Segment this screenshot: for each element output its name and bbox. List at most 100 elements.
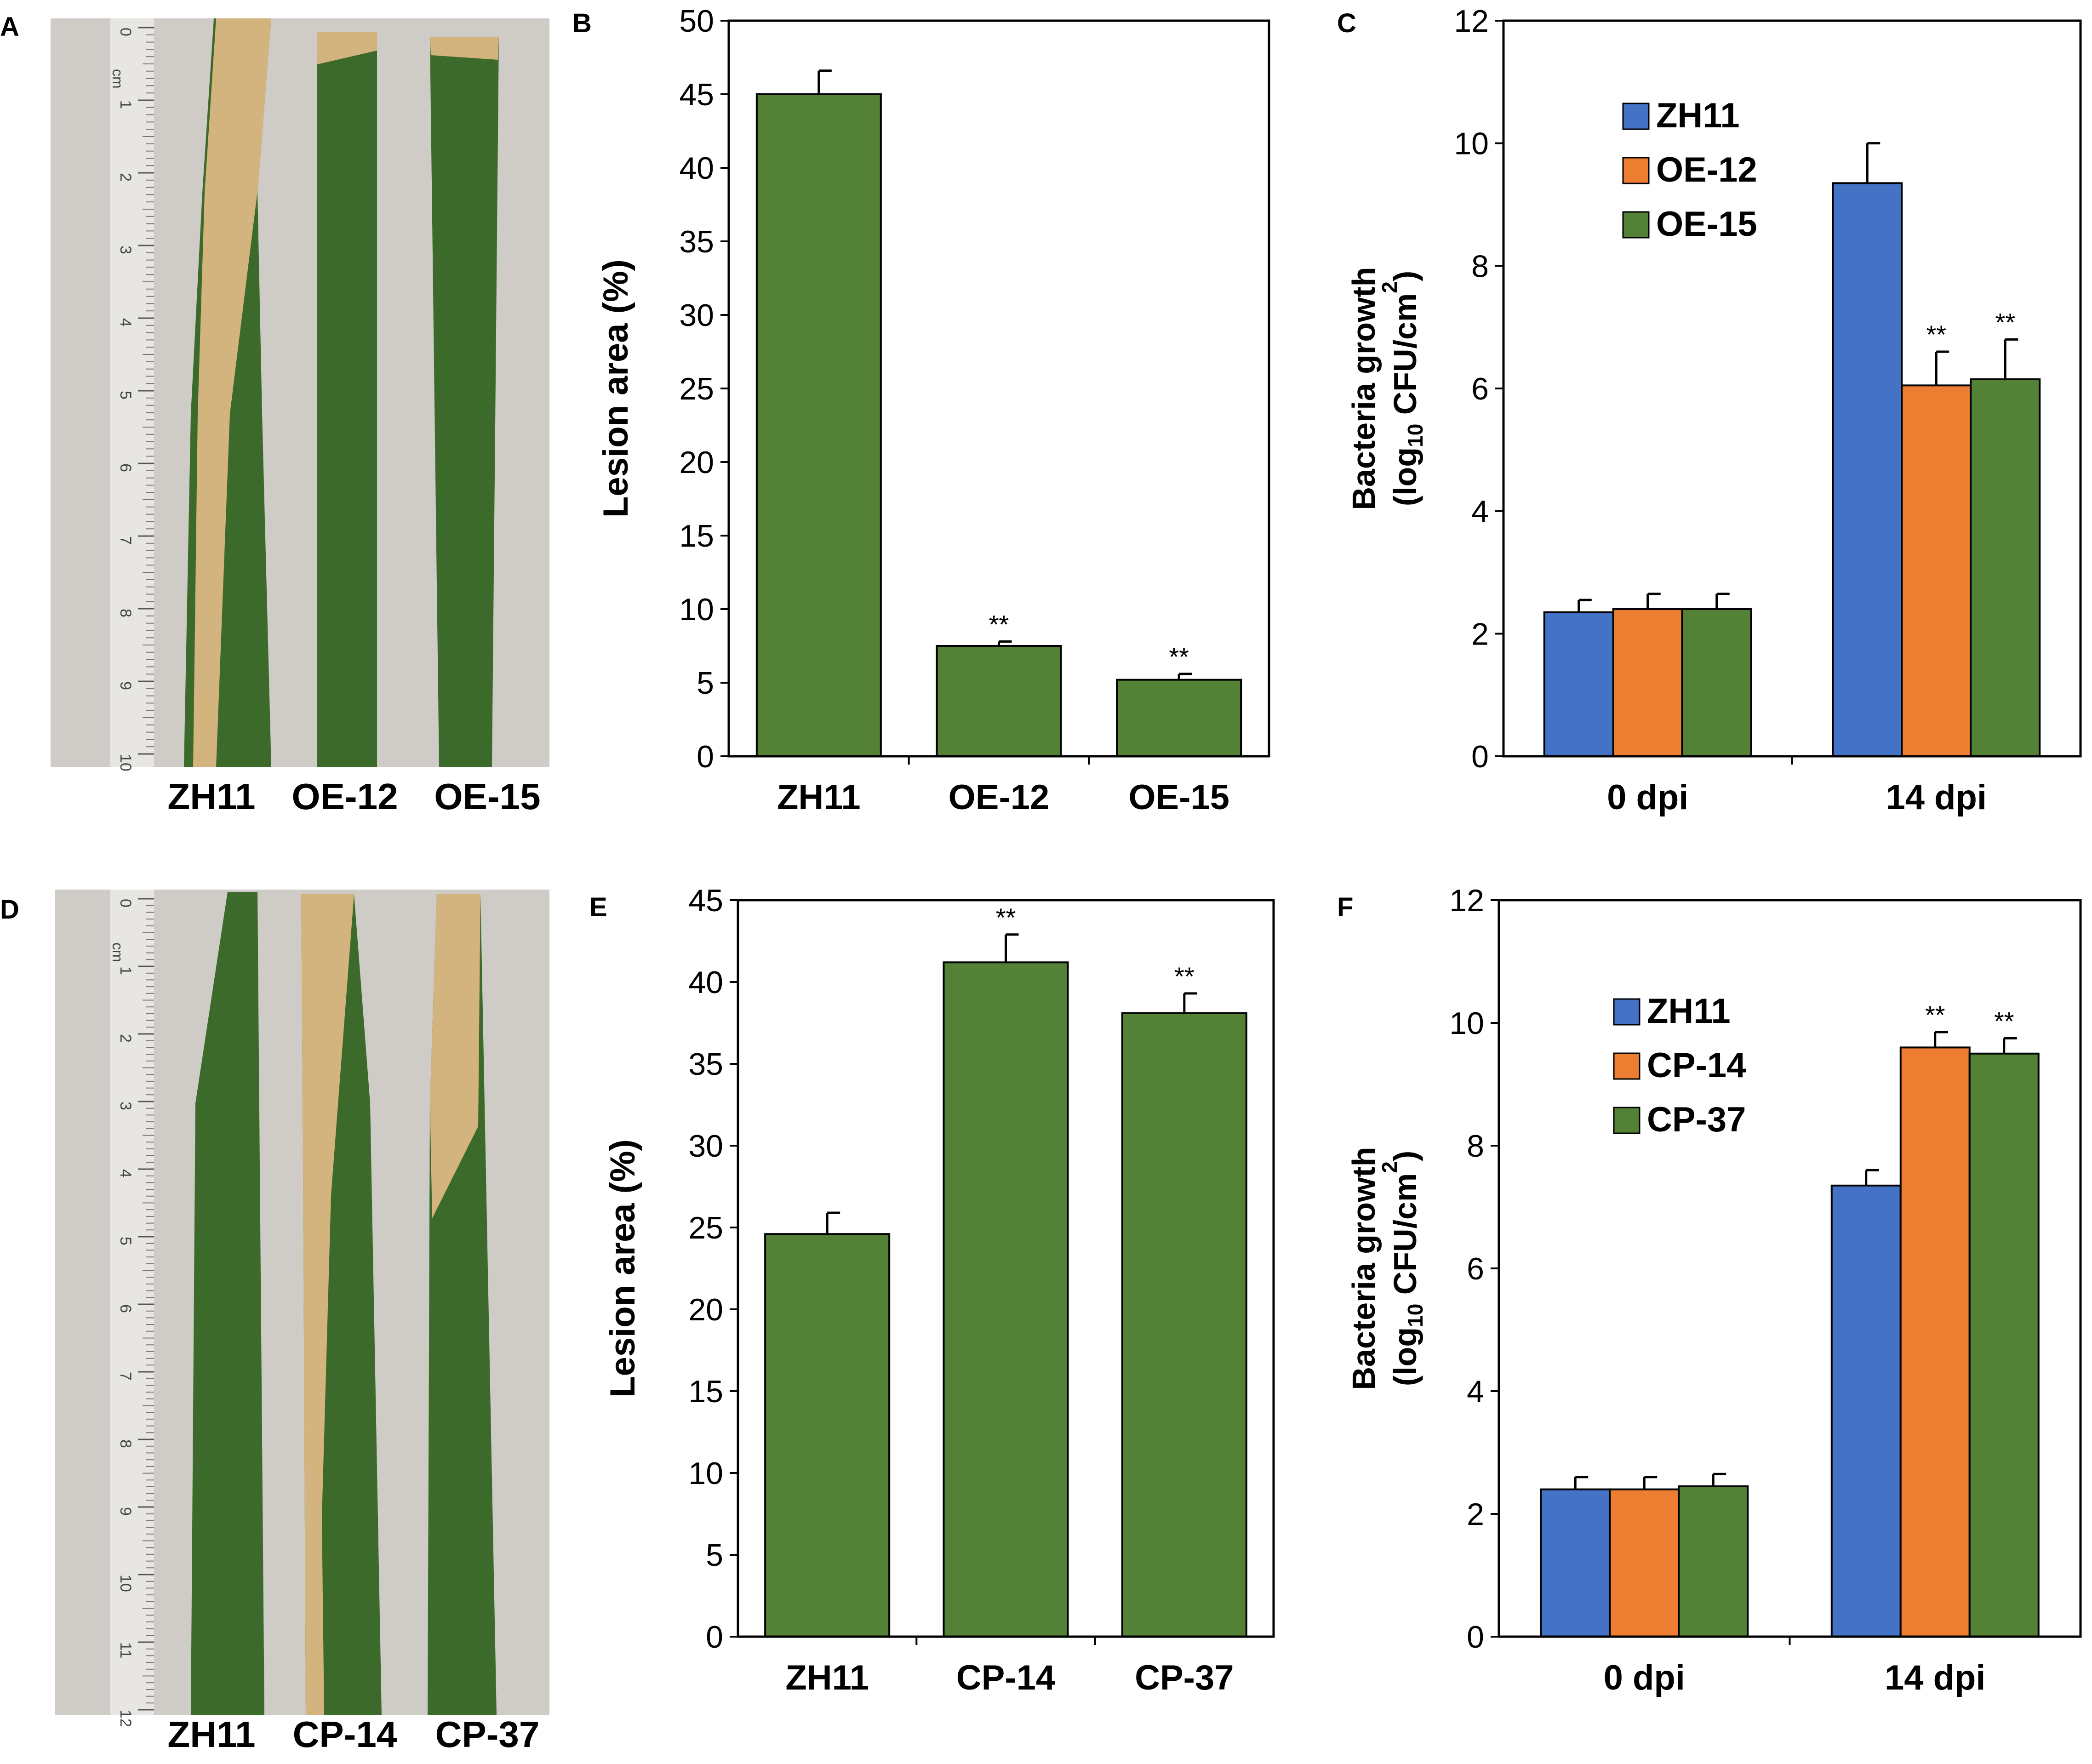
ruler-unit: cm xyxy=(109,942,126,962)
y-tick-label: 45 xyxy=(688,883,723,918)
bar xyxy=(1116,679,1242,757)
y-tick-label: 45 xyxy=(679,77,714,112)
y-tick-label: 2 xyxy=(1467,1497,1484,1532)
y-tick-label: 12 xyxy=(1449,883,1484,918)
y-tick-label: 0 xyxy=(1471,739,1489,774)
ruler-tick-label: 11 xyxy=(117,1642,134,1658)
photo-panel-a: 0 1 2 3 4 5 6 7 8 9 10 cm ZH11 OE-12 OE-15 xyxy=(51,18,549,817)
y-axis-label-part: 10 xyxy=(1403,1304,1427,1327)
significance-label: ** xyxy=(996,903,1016,932)
x-tick-label: 14 dpi xyxy=(1886,778,1987,817)
y-tick-label: 8 xyxy=(1467,1129,1484,1164)
ruler-tick-label: 5 xyxy=(117,1237,134,1245)
x-tick-label: OE-12 xyxy=(949,778,1050,817)
chart-lesion-area-oe: 0 5 10 15 20 25 30 35 40 45 50 ZH11 OE-12 OE-15 ** ** Le… xyxy=(596,4,1270,817)
legend-swatch xyxy=(1622,103,1650,130)
chart-lesion-area-cp: 0 5 10 15 20 25 30 35 40 45 ZH11 CP-14 CP-37 ** ** Lesi… xyxy=(603,883,1275,1697)
ruler-unit: cm xyxy=(109,69,126,89)
leaf-label-cp-37: CP-37 xyxy=(435,1714,540,1755)
ruler-tick-label: 0 xyxy=(117,899,134,908)
y-tick-label: 0 xyxy=(1467,1620,1484,1655)
plot-frame xyxy=(1498,899,2082,1638)
x-tick-label: OE-15 xyxy=(1128,778,1229,817)
bar xyxy=(1543,611,1614,757)
panel-label-c: C xyxy=(1337,8,1356,38)
bar xyxy=(1612,608,1683,757)
leaf-zh11 xyxy=(191,892,264,1715)
ruler-tick-label: 12 xyxy=(117,1710,134,1727)
legend-swatch xyxy=(1613,998,1640,1026)
ruler-tick-label: 8 xyxy=(117,609,134,617)
y-tick-label: 5 xyxy=(706,1538,723,1573)
y-tick-label: 5 xyxy=(697,666,714,701)
y-tick-label: 25 xyxy=(688,1210,723,1245)
legend-label: ZH11 xyxy=(1656,96,1740,135)
y-axis-label: Lesion area (%) xyxy=(596,259,635,518)
y-tick-label: 10 xyxy=(679,592,714,627)
y-axis-label-part: (log xyxy=(1387,1327,1423,1386)
legend-swatch xyxy=(1622,211,1650,239)
y-tick-label: 25 xyxy=(679,371,714,406)
leaf-lesion xyxy=(430,894,480,1218)
panel-label-a: A xyxy=(0,12,19,42)
ruler-tick-label: 7 xyxy=(117,536,134,545)
legend-label: CP-14 xyxy=(1647,1046,1746,1085)
bar xyxy=(1609,1488,1680,1638)
x-tick-label: 0 dpi xyxy=(1607,778,1688,817)
ruler xyxy=(110,18,154,767)
ruler-tick-label: 10 xyxy=(117,1575,134,1592)
significance-label: ** xyxy=(1174,962,1195,991)
y-axis-label: Bacteria growth xyxy=(1346,1147,1382,1390)
leaf-label-zh11: ZH11 xyxy=(167,776,255,817)
ruler-tick-label: 7 xyxy=(117,1372,134,1381)
significance-label: ** xyxy=(1926,320,1946,349)
ruler-tick-label: 2 xyxy=(117,1034,134,1043)
y-axis-label-part: 10 xyxy=(1403,424,1427,447)
ruler-tick-label: 10 xyxy=(117,754,134,771)
bar xyxy=(943,961,1069,1638)
ruler-tick-label: 3 xyxy=(117,245,134,254)
y-axis-label: Lesion area (%) xyxy=(603,1139,642,1398)
ruler-tick-label: 1 xyxy=(117,966,134,975)
significance-label: ** xyxy=(1169,642,1189,671)
leaf-oe-12 xyxy=(317,32,377,767)
bar xyxy=(1899,1046,1971,1638)
legend-label: CP-37 xyxy=(1647,1100,1746,1139)
x-tick-label: CP-14 xyxy=(956,1658,1055,1697)
leaf-label-cp-14: CP-14 xyxy=(293,1714,397,1755)
y-tick-label: 10 xyxy=(1454,126,1489,161)
y-tick-label: 0 xyxy=(697,739,714,774)
x-tick-label: 0 dpi xyxy=(1604,1658,1685,1697)
x-tick-label: 14 dpi xyxy=(1885,1658,1986,1697)
significance-label: ** xyxy=(989,610,1009,639)
y-tick-label: 30 xyxy=(679,298,714,333)
leaf-lesion xyxy=(193,18,271,767)
ruler-tick-label: 6 xyxy=(117,1304,134,1313)
ruler-tick-label: 4 xyxy=(117,318,134,327)
y-tick-label: 8 xyxy=(1471,249,1489,284)
y-axis-label: Bacteria growth xyxy=(1346,267,1382,510)
ruler-tick-label: 0 xyxy=(117,28,134,36)
legend-label: ZH11 xyxy=(1647,992,1731,1031)
ruler-tick-label: 5 xyxy=(117,391,134,400)
y-tick-label: 0 xyxy=(706,1620,723,1655)
y-tick-label: 10 xyxy=(688,1456,723,1491)
x-tick-label: ZH11 xyxy=(785,1658,869,1697)
y-tick-label: 4 xyxy=(1467,1374,1484,1409)
y-tick-label: 35 xyxy=(679,224,714,259)
legend-label: OE-15 xyxy=(1656,205,1757,244)
bar xyxy=(936,645,1062,757)
ruler-tick-label: 4 xyxy=(117,1169,134,1178)
legend-label: OE-12 xyxy=(1656,150,1757,189)
y-tick-label: 20 xyxy=(688,1292,723,1327)
panel-label-d: D xyxy=(0,895,19,925)
ruler-ticks: 0 1 2 3 4 5 6 7 8 9 10 xyxy=(117,27,154,771)
y-tick-label: 40 xyxy=(688,965,723,1000)
y-tick-label: 50 xyxy=(679,4,714,39)
y-axis-label-part: ) xyxy=(1387,271,1423,281)
panel-label-f: F xyxy=(1337,892,1353,922)
y-tick-label: 20 xyxy=(679,445,714,480)
y-axis-label-part: 2 xyxy=(1378,281,1401,293)
significance-label: ** xyxy=(1925,1000,1945,1029)
